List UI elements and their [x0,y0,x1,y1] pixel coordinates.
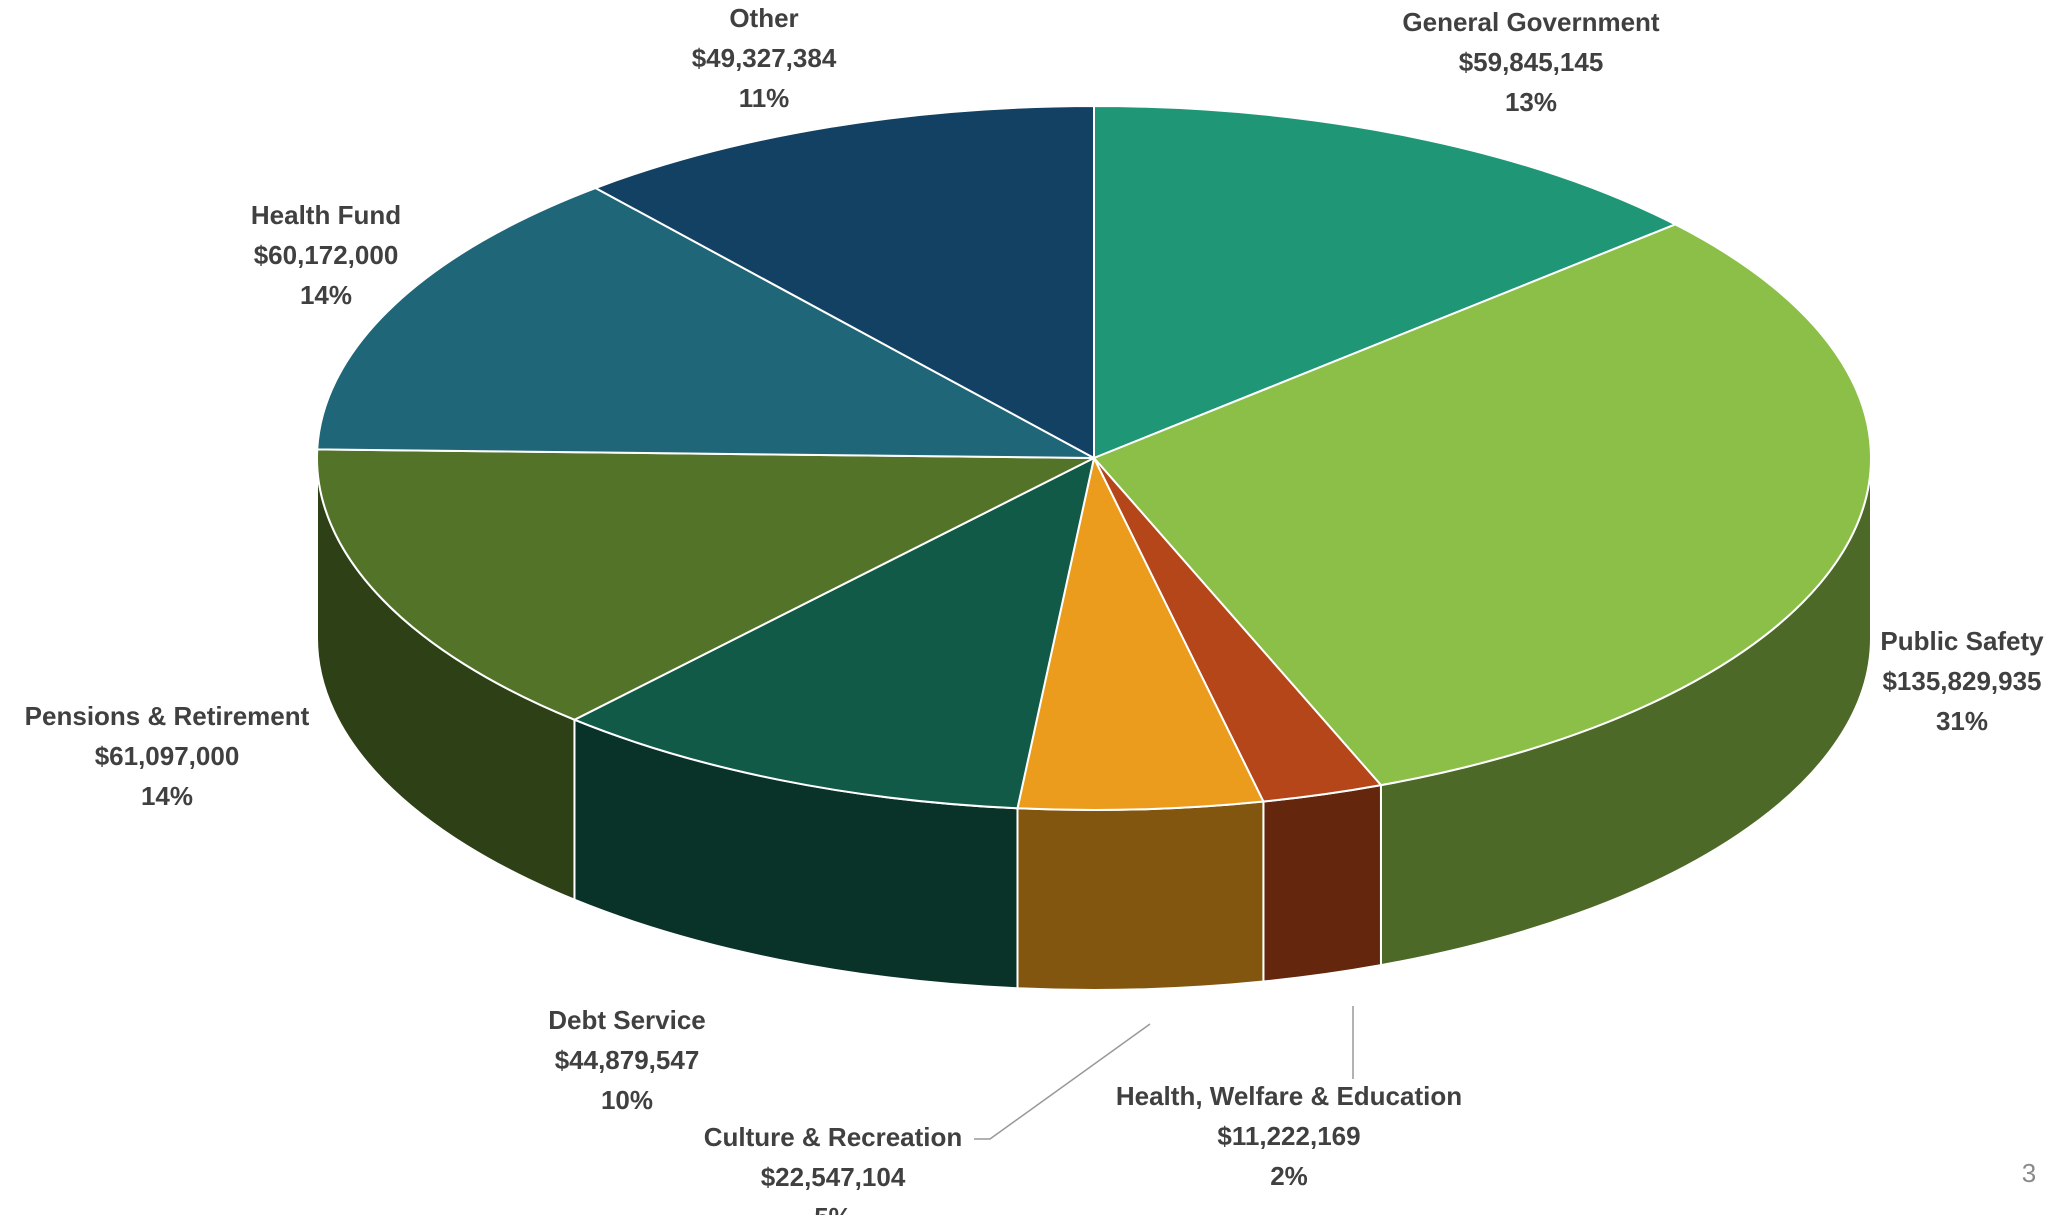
value-label: $60,172,000 [254,240,399,270]
value-label: $22,547,104 [761,1162,906,1192]
value-label: $59,845,145 [1459,47,1604,77]
slice-label: Other [729,3,798,33]
slice-label: Culture & Recreation [704,1122,963,1152]
slice [1092,223,1872,787]
slice [593,104,1095,460]
value-label: $44,879,547 [555,1045,700,1075]
percent-label: 10% [601,1085,653,1115]
slice-label: Health, Welfare & Education [1116,1081,1462,1111]
value-label: $61,097,000 [95,741,240,771]
slice [1093,104,1678,460]
percent-label: 31% [1936,706,1988,736]
slice [316,186,1095,459]
slice-label: Pensions & Retirement [25,701,310,731]
percent-label: 14% [300,280,352,310]
slice-side [1262,783,1382,983]
value-label: $49,327,384 [692,43,837,73]
slice [572,456,1096,810]
percent-label: 11% [739,83,790,113]
slice-label: General Government [1402,7,1660,37]
slice-side [1016,800,1265,991]
percent-label: 14% [141,781,193,811]
percent-label: 13% [1505,87,1557,117]
page-number: 3 [2022,1158,2036,1188]
value-label: $11,222,169 [1217,1121,1360,1151]
percent-label: 2% [1270,1161,1308,1191]
percent-label: 5% [814,1202,852,1215]
slice-label: Public Safety [1880,626,2044,656]
slice [316,448,1095,721]
slice-label: Health Fund [251,200,401,230]
value-label: $135,829,935 [1882,666,2041,696]
slice-label: Debt Service [548,1005,706,1035]
leader-line [974,1023,1151,1140]
slice [1016,454,1265,811]
